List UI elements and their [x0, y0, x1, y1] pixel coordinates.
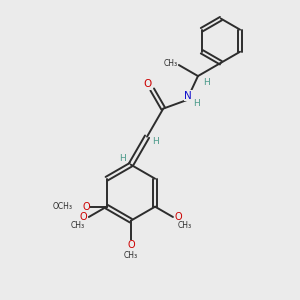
Text: O: O: [144, 79, 152, 89]
Text: OCH₃: OCH₃: [53, 202, 73, 211]
Text: O: O: [80, 212, 88, 222]
Text: CH₃: CH₃: [178, 221, 192, 230]
Text: CH₃: CH₃: [164, 59, 178, 68]
Text: H: H: [203, 78, 210, 87]
Text: H: H: [193, 99, 200, 108]
Text: H: H: [152, 137, 159, 146]
Text: CH₃: CH₃: [70, 221, 85, 230]
Text: H: H: [119, 154, 126, 163]
Text: CH₃: CH₃: [124, 250, 138, 260]
Text: N: N: [184, 91, 192, 100]
Text: O: O: [174, 212, 182, 222]
Text: O: O: [82, 202, 90, 212]
Text: O: O: [127, 240, 135, 250]
